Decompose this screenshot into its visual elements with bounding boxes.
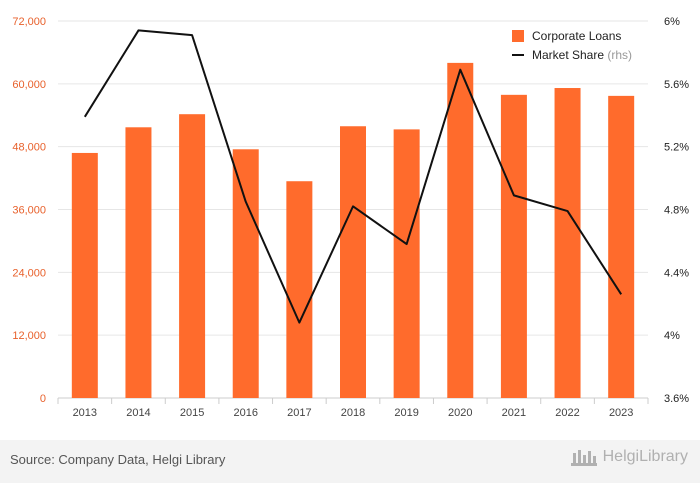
bar-2014[interactable] — [125, 127, 152, 398]
x-tick-label: 2015 — [180, 407, 204, 419]
x-tick-label: 2016 — [233, 407, 257, 419]
y-left-tick-label: 24,000 — [12, 267, 46, 279]
x-tick-label: 2020 — [448, 407, 472, 419]
x-tick-label: 2019 — [394, 407, 418, 419]
logo-text: HelgiLibrary — [602, 448, 688, 465]
footer: Source: Company Data, Helgi Library Helg… — [0, 440, 700, 483]
x-tick-label: 2014 — [126, 407, 150, 419]
y-left-tick-label: 36,000 — [12, 205, 46, 217]
bar-2016[interactable] — [232, 149, 259, 398]
y-left-tick-label: 48,000 — [12, 142, 46, 154]
bar-2021[interactable] — [500, 94, 527, 399]
bar-line-chart: 0 3.6% 12,000 4% 24,000 4.4% 36,000 4.8% 48,000 5… — [12, 16, 689, 419]
x-tick-label: 2013 — [73, 407, 97, 419]
bar-2017[interactable] — [286, 181, 313, 398]
x-tick-label: 2021 — [502, 407, 526, 419]
bar-2015[interactable] — [179, 114, 206, 399]
legend-label-market-share: Market Share (rhs) — [532, 48, 632, 62]
bar-2018[interactable] — [340, 126, 366, 398]
bar-2022[interactable] — [554, 88, 581, 399]
x-tick-label: 2017 — [287, 407, 311, 419]
y-left-tick-label: 60,000 — [12, 79, 46, 91]
market-share-line[interactable] — [83, 29, 623, 324]
y-left-tick-label: 72,000 — [12, 16, 46, 28]
bar-2023[interactable] — [608, 95, 635, 398]
legend-rhs-note: (rhs) — [607, 48, 632, 62]
legend-label-corporate-loans: Corporate Loans — [532, 29, 621, 43]
y-right-tick-label: 4% — [664, 330, 680, 342]
y-right-tick-label: 5.6% — [664, 79, 689, 91]
y-right-tick-label: 3.6% — [664, 393, 689, 405]
y-right-tick-label: 5.2% — [664, 142, 689, 154]
x-tick-label: 2023 — [609, 407, 633, 419]
x-tick-label: 2018 — [341, 407, 365, 419]
x-tick-label: 2022 — [555, 407, 579, 419]
y-right-tick-label: 4.8% — [664, 205, 689, 217]
bar-2020[interactable] — [447, 62, 474, 399]
y-left-tick-label: 12,000 — [12, 330, 46, 342]
legend-swatch-corporate-loans — [512, 30, 524, 42]
bar-2013[interactable] — [71, 152, 98, 398]
y-right-tick-label: 4.4% — [664, 267, 689, 279]
helgi-library-logo[interactable]: HelgiLibrary — [570, 447, 688, 467]
bar-2019[interactable] — [393, 129, 420, 398]
library-logo-icon — [570, 450, 597, 466]
y-right-tick-label: 6% — [664, 16, 680, 28]
y-left-tick-label: 0 — [40, 393, 46, 405]
source-note: Source: Company Data, Helgi Library — [10, 452, 226, 467]
